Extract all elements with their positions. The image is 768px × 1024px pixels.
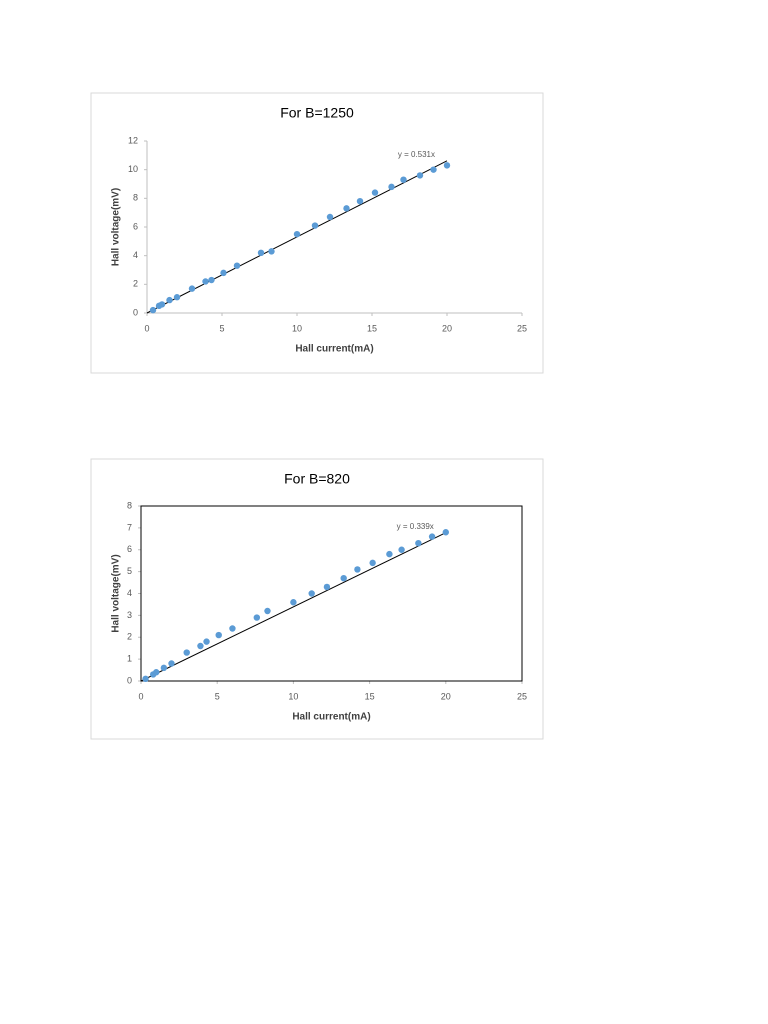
y-tick-label: 2: [133, 279, 138, 289]
x-tick-label: 10: [292, 323, 302, 333]
point: [415, 539, 422, 547]
chart-title: For B=820: [284, 471, 350, 487]
y-tick-label: 2: [127, 632, 132, 642]
point: [308, 590, 315, 597]
point: [428, 533, 436, 540]
point: [188, 285, 196, 292]
x-tick-label: 0: [144, 323, 149, 333]
y-tick-label: 4: [127, 588, 132, 598]
point: [416, 172, 424, 179]
point: [290, 599, 297, 606]
point: [371, 189, 379, 196]
x-tick-label: 25: [517, 691, 527, 701]
chart-frame: [90, 92, 544, 374]
point: [356, 198, 364, 205]
y-tick-label: 6: [127, 544, 132, 554]
point: [311, 222, 319, 229]
chart-title: For B=1250: [280, 105, 354, 121]
point: [293, 230, 301, 238]
point: [398, 546, 405, 553]
x-tick-label: 10: [288, 691, 298, 701]
point: [220, 269, 227, 277]
y-tick-label: 3: [127, 610, 132, 620]
y-tick-label: 7: [127, 522, 132, 532]
trendline: [140, 532, 447, 682]
x-tick-label: 20: [442, 323, 452, 333]
y-tick-label: 8: [133, 193, 138, 203]
point: [173, 294, 181, 301]
point: [268, 248, 275, 255]
x-axis-label: Hall current(mA): [292, 712, 370, 723]
x-tick-label: 5: [215, 691, 220, 701]
point: [168, 660, 175, 667]
x-axis-label: Hall current(mA): [295, 344, 373, 355]
point: [400, 176, 407, 183]
point: [257, 249, 265, 256]
point: [158, 301, 166, 308]
y-tick-label: 10: [128, 164, 138, 174]
x-tick-label: 5: [219, 323, 224, 333]
y-axis-label: Hall voltage(mV): [111, 188, 122, 266]
point: [203, 638, 210, 645]
point: [323, 583, 331, 591]
x-tick-label: 25: [517, 323, 527, 333]
y-tick-label: 0: [133, 307, 138, 317]
trendline-label: y = 0.531x: [398, 150, 435, 159]
chart-frame: [90, 458, 544, 740]
point: [153, 669, 160, 676]
y-tick-label: 0: [127, 675, 132, 685]
y-tick-label: 6: [133, 221, 138, 231]
y-axis-label: Hall voltage(mV): [111, 554, 122, 632]
x-tick-label: 15: [365, 691, 375, 701]
y-tick-label: 8: [127, 500, 132, 510]
plot-border: [140, 505, 523, 682]
point: [343, 205, 350, 212]
point: [442, 529, 449, 536]
y-tick-label: 1: [127, 654, 132, 664]
point: [388, 183, 395, 191]
point: [264, 607, 271, 615]
point: [233, 262, 241, 269]
point: [166, 296, 173, 304]
point: [369, 559, 376, 567]
point: [326, 213, 334, 221]
point: [197, 642, 204, 650]
point: [142, 675, 149, 683]
point: [160, 664, 168, 672]
x-tick-label: 15: [367, 323, 377, 333]
x-tick-label: 20: [441, 691, 451, 701]
x-tick-label: 0: [138, 691, 143, 701]
point: [149, 306, 157, 314]
point: [443, 162, 451, 169]
point: [215, 631, 222, 639]
y-tick-label: 12: [128, 135, 138, 145]
point: [354, 566, 361, 573]
point: [386, 550, 393, 558]
point: [208, 276, 215, 284]
trendline-label: y = 0.339x: [397, 522, 434, 531]
point: [340, 574, 347, 582]
point: [183, 649, 190, 656]
point: [253, 614, 261, 621]
point: [202, 278, 209, 285]
y-tick-label: 5: [127, 566, 132, 576]
point: [430, 166, 437, 173]
y-tick-label: 4: [133, 250, 138, 260]
point: [229, 625, 236, 632]
